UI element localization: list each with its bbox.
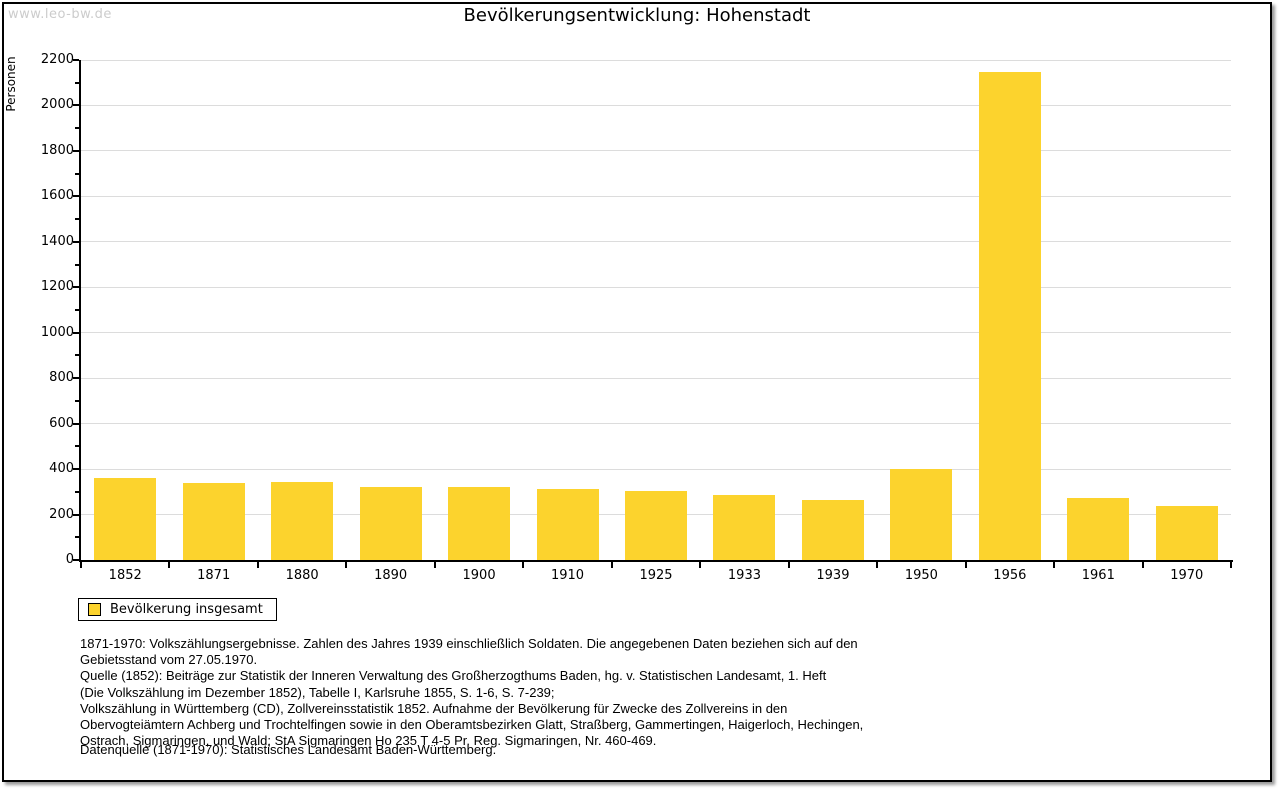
legend: Bevölkerung insgesamt (78, 598, 277, 621)
datasource-note: Datenquelle (1871-1970): Statistisches L… (80, 742, 497, 757)
y-tick-minor (75, 127, 79, 130)
y-tick-major (73, 195, 79, 198)
x-tick (876, 562, 879, 568)
x-tick-label: 1871 (197, 568, 231, 583)
x-tick (522, 562, 525, 568)
y-tick-major (73, 513, 79, 516)
y-tick-label: 1400 (40, 233, 74, 249)
y-tick-label: 600 (49, 415, 74, 431)
bar-1880 (271, 481, 334, 560)
bar-1970 (1155, 505, 1218, 560)
x-tick (168, 562, 171, 568)
x-tick-label: 1852 (108, 568, 142, 583)
bar-1956 (978, 72, 1041, 560)
y-tick-label: 200 (49, 506, 74, 522)
x-tick-label: 1939 (816, 568, 850, 583)
y-tick-label: 1600 (40, 188, 74, 204)
legend-label: Bevölkerung insgesamt (110, 602, 263, 617)
x-tick (345, 562, 348, 568)
y-tick-major (73, 377, 79, 380)
x-tick (699, 562, 702, 568)
y-tick-major (73, 59, 79, 61)
y-tick-label: 400 (49, 461, 74, 477)
x-tick-label: 1961 (1081, 568, 1115, 583)
y-tick-minor (75, 172, 79, 175)
y-tick-minor (75, 218, 79, 221)
bar-1925 (625, 490, 687, 560)
y-tick-label: 1800 (40, 142, 74, 158)
bar-1961 (1067, 497, 1130, 560)
gridline (81, 286, 1231, 288)
y-tick-minor (75, 309, 79, 311)
x-tick (1053, 562, 1056, 568)
x-tick-label: 1933 (727, 568, 761, 583)
x-tick-label: 1956 (993, 568, 1027, 583)
x-tick (1230, 562, 1232, 568)
x-axis-line (79, 560, 1233, 562)
x-tick (1141, 562, 1144, 568)
gridline (81, 377, 1231, 379)
y-tick-minor (75, 536, 79, 539)
x-tick (80, 562, 82, 568)
x-tick-label: 1950 (904, 568, 938, 583)
x-tick (256, 562, 259, 568)
x-tick-label: 1970 (1170, 568, 1204, 583)
bar-1900 (448, 486, 511, 560)
y-tick-label: 1000 (40, 324, 74, 340)
y-tick-label: 2000 (40, 97, 74, 113)
y-tick-minor (75, 445, 79, 448)
chart-panel: www.leo-bw.de Bevölkerungsentwicklung: H… (2, 2, 1272, 782)
y-tick-label: 2200 (40, 52, 74, 67)
bar-1950 (890, 468, 953, 560)
gridline (81, 104, 1231, 106)
watermark: www.leo-bw.de (8, 7, 112, 22)
x-tick-label: 1890 (374, 568, 408, 583)
x-tick-label: 1925 (639, 568, 673, 583)
gridline (81, 241, 1231, 243)
y-tick-major (73, 240, 79, 243)
y-tick-major (73, 468, 79, 471)
bar-1871 (182, 482, 245, 560)
gridline (81, 423, 1231, 425)
gridline (81, 195, 1231, 197)
y-tick-major (73, 422, 79, 425)
bar-1852 (94, 478, 157, 560)
bar-1910 (536, 489, 599, 560)
chart-title: Bevölkerungsentwicklung: Hohenstadt (463, 5, 811, 26)
x-tick (610, 562, 613, 568)
x-tick (787, 562, 790, 568)
y-tick-major (73, 149, 79, 152)
y-tick-label: 800 (49, 370, 74, 386)
bar-1939 (801, 500, 864, 560)
y-tick-minor (75, 354, 79, 357)
y-tick-major (73, 286, 79, 289)
gridline (81, 332, 1231, 334)
bar-1890 (359, 486, 422, 560)
y-tick-label: 0 (65, 552, 74, 567)
y-axis-title: Personen (4, 56, 18, 112)
gridline (81, 468, 1231, 470)
y-tick-label: 1200 (40, 279, 74, 295)
bar-1933 (713, 494, 776, 560)
legend-swatch (88, 603, 101, 616)
y-tick-minor (75, 263, 79, 266)
plot-area (81, 59, 1231, 560)
x-tick (433, 562, 436, 568)
gridline (81, 150, 1231, 152)
x-tick-label: 1910 (550, 568, 585, 583)
y-axis-line (79, 60, 81, 562)
x-tick-label: 1900 (462, 568, 496, 583)
y-tick-minor (75, 490, 79, 493)
y-tick-minor (75, 399, 79, 402)
footnote: 1871-1970: Volkszählungsergebnisse. Zahl… (80, 636, 864, 749)
y-tick-major (73, 104, 79, 107)
y-tick-minor (75, 81, 79, 84)
y-tick-major (73, 331, 79, 334)
x-tick (964, 562, 967, 568)
y-tick-major (73, 559, 79, 561)
gridline (81, 59, 1231, 61)
x-tick-label: 1880 (285, 568, 319, 583)
